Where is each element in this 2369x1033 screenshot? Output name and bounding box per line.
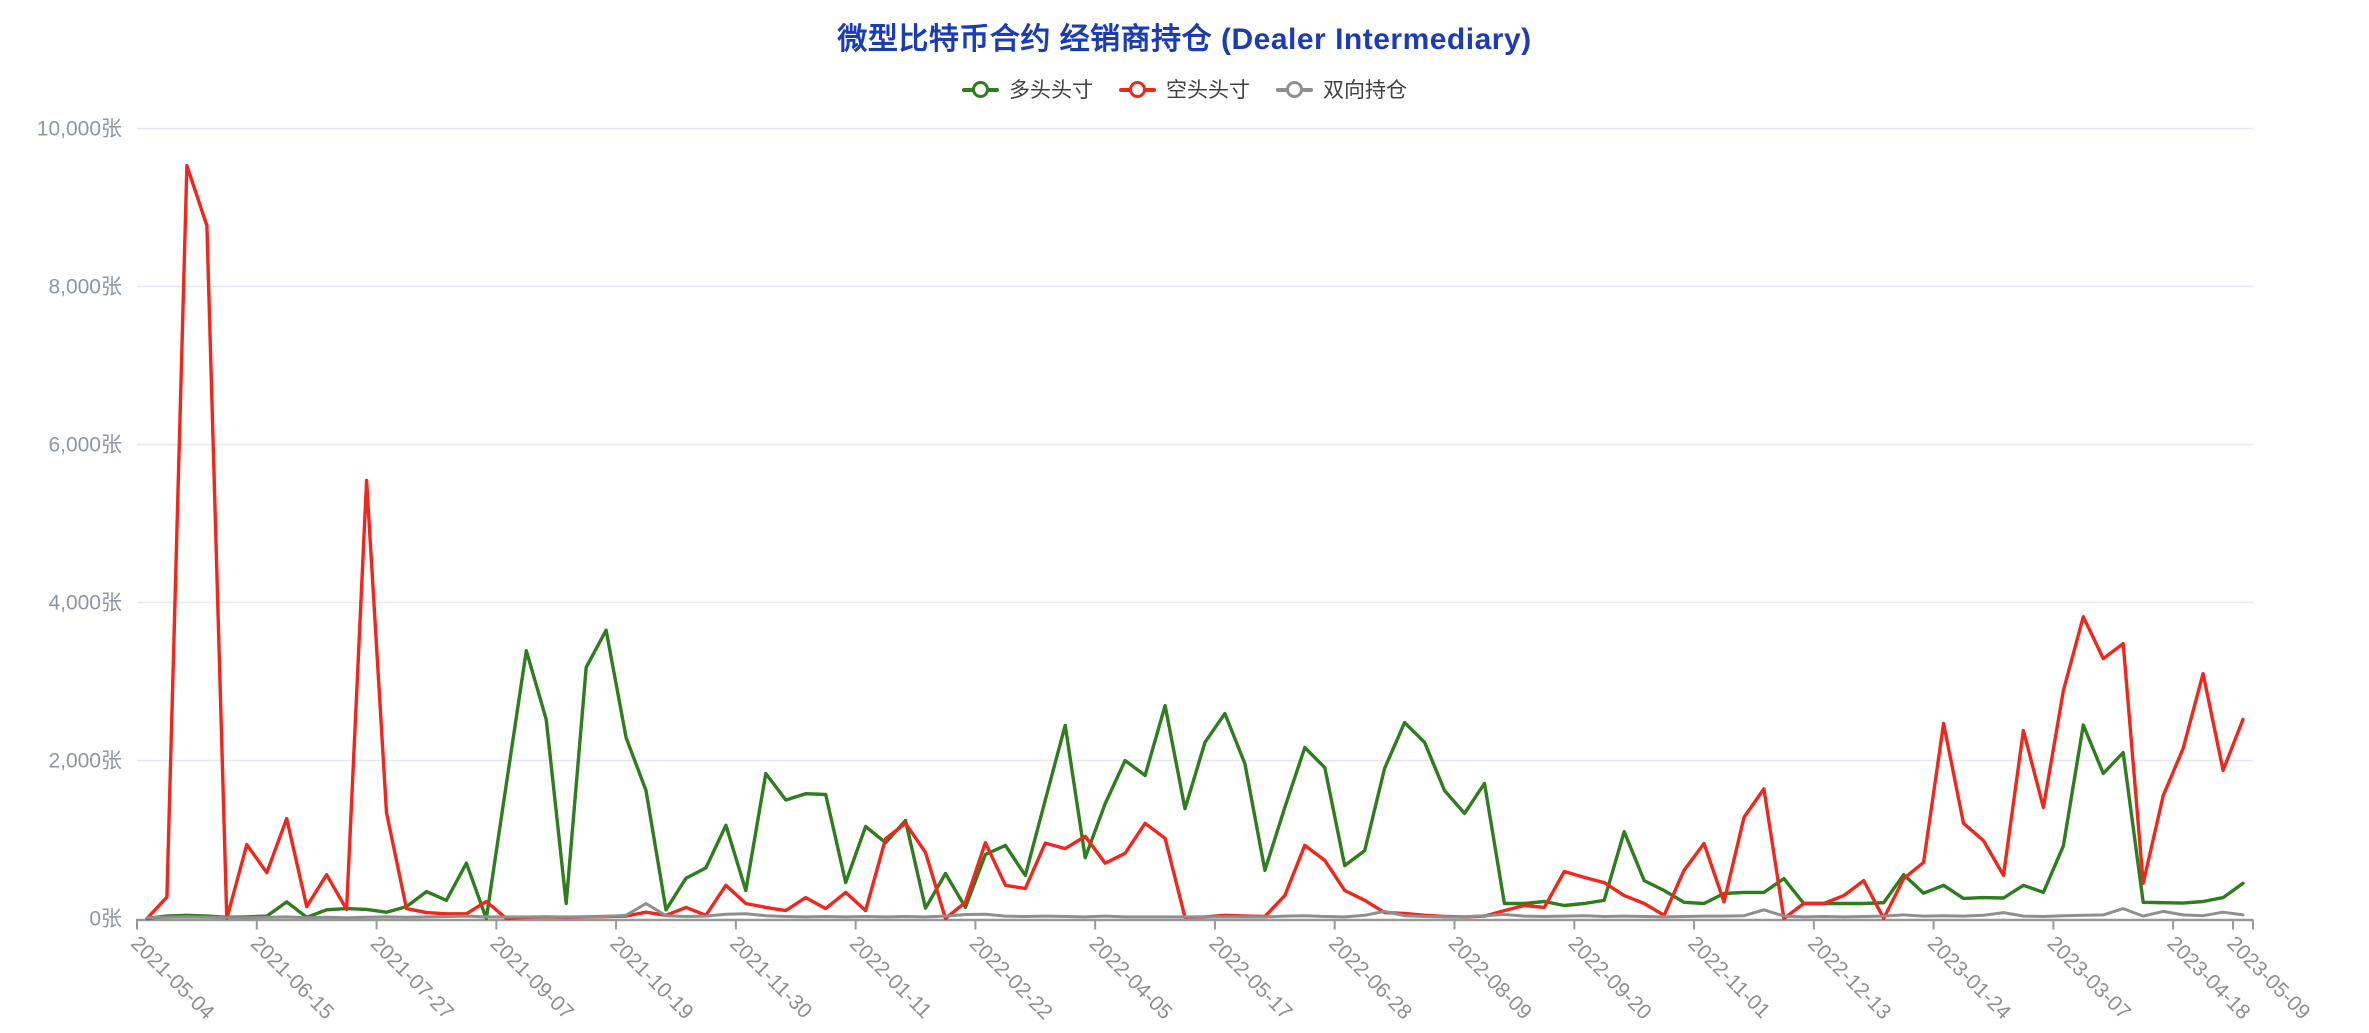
legend-item-short[interactable]: 空头头寸 (1119, 74, 1250, 104)
x-axis-label: 2021-09-07 (486, 932, 578, 1024)
x-axis-label: 2022-09-20 (1564, 932, 1656, 1024)
x-axis-label: 2021-05-04 (126, 932, 218, 1024)
long-series-line (145, 628, 2245, 921)
x-axis-label: 2023-03-07 (2043, 932, 2135, 1024)
x-axis-label: 2021-07-27 (366, 932, 458, 1024)
x-axis-label: 2022-02-22 (965, 932, 1057, 1024)
x-axis-label: 2021-10-19 (605, 932, 697, 1024)
x-axis-label: 2022-06-28 (1324, 932, 1416, 1024)
spread-series-legend-icon (1276, 80, 1313, 98)
legend-item-spread[interactable]: 双向持仓 (1276, 74, 1407, 104)
chart-legend: 多头头寸 空头头寸 双向持仓 (0, 74, 2369, 104)
x-axis-label: 2021-11-30 (725, 932, 816, 1023)
y-axis-label: 0张 (89, 908, 122, 931)
x-axis-label: 2022-04-05 (1084, 932, 1176, 1024)
y-axis-label: 8,000张 (48, 276, 122, 299)
x-axis-label: 2022-12-13 (1803, 932, 1895, 1024)
legend-item-long[interactable]: 多头头寸 (962, 74, 1093, 104)
page-title: 微型比特币合约 经销商持仓 (Dealer Intermediary) (837, 23, 1532, 56)
x-axis-label: 2022-01-11 (845, 932, 936, 1023)
spread-series-line (145, 902, 2245, 920)
y-axis-label: 10,000张 (37, 118, 122, 141)
x-axis-label: 2022-11-01 (1683, 932, 1774, 1023)
x-axis-label: 2023-01-24 (1923, 932, 2015, 1024)
x-axis-label: 2022-08-09 (1444, 932, 1536, 1024)
short-series-legend-icon (1119, 80, 1156, 98)
y-axis-label: 2,000张 (48, 750, 122, 773)
y-axis-label: 6,000张 (48, 434, 122, 457)
y-axis-label: 4,000张 (48, 592, 122, 615)
long-series-legend-icon (962, 80, 999, 98)
legend-label-short: 空头头寸 (1166, 79, 1250, 102)
short-series-line (145, 163, 2245, 921)
x-axis-label: 2022-05-17 (1204, 932, 1296, 1024)
legend-label-long: 多头头寸 (1009, 79, 1093, 102)
x-axis-label: 2021-06-15 (246, 932, 338, 1024)
legend-label-spread: 双向持仓 (1323, 79, 1407, 102)
